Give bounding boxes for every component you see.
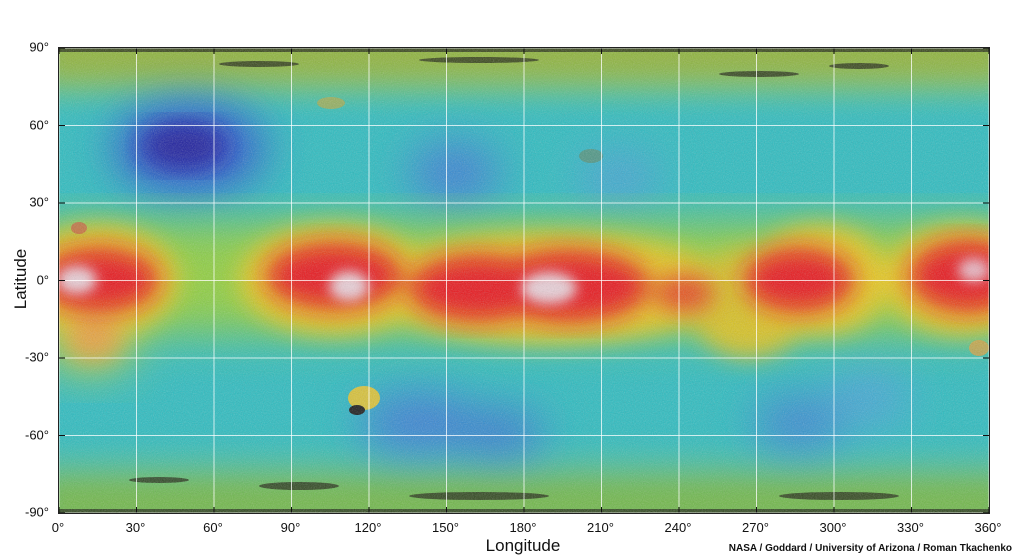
x-tick-label: 300° — [819, 520, 847, 535]
elevation-map-svg — [59, 48, 989, 513]
y-tick-label: 0° — [36, 272, 49, 287]
x-tick-label: 0° — [51, 520, 65, 535]
y-tick-label: 90° — [29, 39, 49, 55]
x-tick-label: 330° — [897, 520, 924, 535]
y-tick-label: -60° — [25, 427, 49, 442]
elevation-map — [58, 47, 990, 514]
x-tick-label: 60° — [203, 520, 223, 535]
x-tick-label: 120° — [354, 520, 382, 535]
x-tick-label: 270° — [742, 520, 769, 535]
y-axis-label: Latitude — [11, 248, 30, 310]
x-tick-label: 30° — [125, 520, 146, 535]
x-tick-label: 210° — [587, 520, 614, 535]
image-credit: NASA / Goddard / University of Arizona /… — [728, 543, 1012, 554]
x-tick-label: 150° — [432, 520, 459, 535]
x-tick-label: 180° — [509, 520, 537, 535]
y-tick-label: -90° — [25, 504, 49, 520]
x-axis-label: Longitude — [485, 536, 561, 555]
y-tick-label: 60° — [29, 117, 49, 132]
x-tick-label: 240° — [664, 520, 692, 535]
x-tick-label: 90° — [280, 520, 301, 535]
graticule — [59, 48, 989, 513]
x-tick-label: 360° — [974, 520, 1002, 535]
y-tick-label: -30° — [25, 349, 49, 365]
y-tick-label: 30° — [29, 194, 49, 210]
